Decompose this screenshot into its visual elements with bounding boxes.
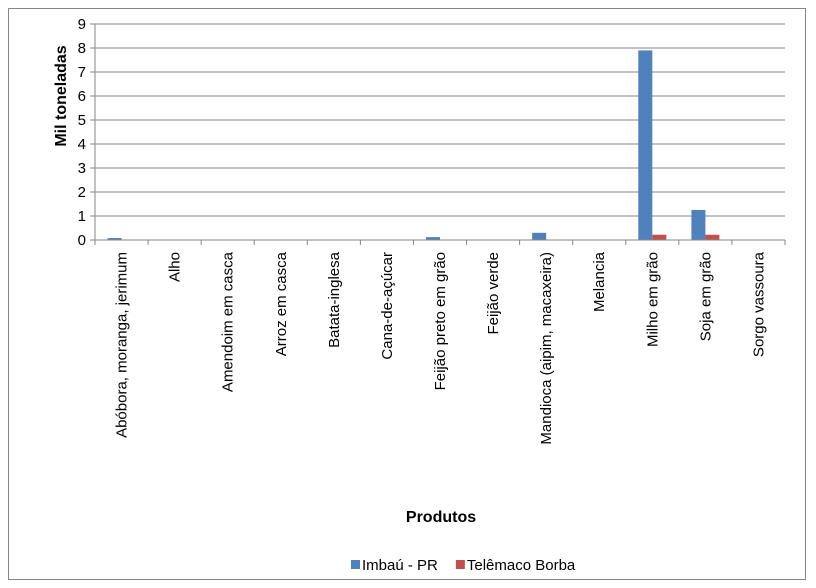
legend-label: Telêmaco Borba bbox=[467, 557, 576, 574]
x-tick-label: Mandioca (aipim, macaxeira) bbox=[538, 252, 555, 445]
y-tick-label: 4 bbox=[78, 136, 86, 153]
chart-frame bbox=[8, 8, 806, 580]
y-tick-label: 6 bbox=[78, 88, 86, 105]
bar-imbau bbox=[107, 238, 122, 240]
x-tick-label: Soja em grão bbox=[697, 252, 714, 341]
bars bbox=[107, 50, 773, 241]
x-axis-title: Produtos bbox=[406, 509, 476, 526]
bar-imbau bbox=[638, 50, 653, 241]
x-tick-label: Batata-inglesa bbox=[326, 251, 343, 348]
legend-swatch bbox=[455, 560, 465, 569]
bar-telemaco bbox=[705, 234, 720, 240]
x-tick-label: Alho bbox=[167, 252, 184, 282]
x-tick-label: Milho em grão bbox=[644, 252, 661, 347]
legend-label: Imbaú - PR bbox=[362, 557, 438, 574]
axes bbox=[94, 24, 785, 241]
bar-imbau bbox=[426, 237, 440, 240]
x-tick-label: Feijão preto em grão bbox=[432, 252, 449, 390]
x-tick-label: Feijão verde bbox=[485, 252, 502, 335]
y-tick-label: 0 bbox=[78, 232, 86, 249]
y-tick-label: 5 bbox=[78, 112, 86, 129]
y-tick-label: 1 bbox=[78, 208, 86, 225]
x-tick-label: Arroz em casca bbox=[273, 251, 290, 356]
legend: Imbaú - PR Telêmaco Borba bbox=[351, 557, 576, 574]
x-tick-label: Abóbora, moranga, jerimum bbox=[114, 252, 131, 438]
y-tick-label: 9 bbox=[78, 16, 86, 33]
bar-imbau bbox=[532, 232, 547, 240]
legend-swatch bbox=[351, 560, 360, 569]
y-tick-label: 3 bbox=[78, 160, 86, 177]
bar-telemaco bbox=[652, 234, 667, 240]
y-tick-label: 7 bbox=[78, 64, 86, 81]
y-axis-title: Mil toneladas bbox=[53, 45, 70, 146]
x-tick-label: Melancia bbox=[591, 251, 608, 312]
y-tick-label: 8 bbox=[78, 40, 86, 57]
x-tick-label: Cana-de-açúcar bbox=[379, 252, 396, 360]
x-tick-labels: Abóbora, moranga, jerimum Alho Amendoim em… bbox=[94, 240, 786, 445]
x-tick-label: Sorgo vassoura bbox=[750, 251, 767, 357]
y-tick-label: 2 bbox=[78, 184, 86, 201]
gridlines bbox=[95, 23, 785, 217]
x-tick-label: Amendoim em casca bbox=[220, 251, 237, 392]
bar-imbau bbox=[691, 210, 706, 240]
y-tick-labels: 0 1 2 3 4 5 6 7 8 9 bbox=[78, 16, 95, 249]
